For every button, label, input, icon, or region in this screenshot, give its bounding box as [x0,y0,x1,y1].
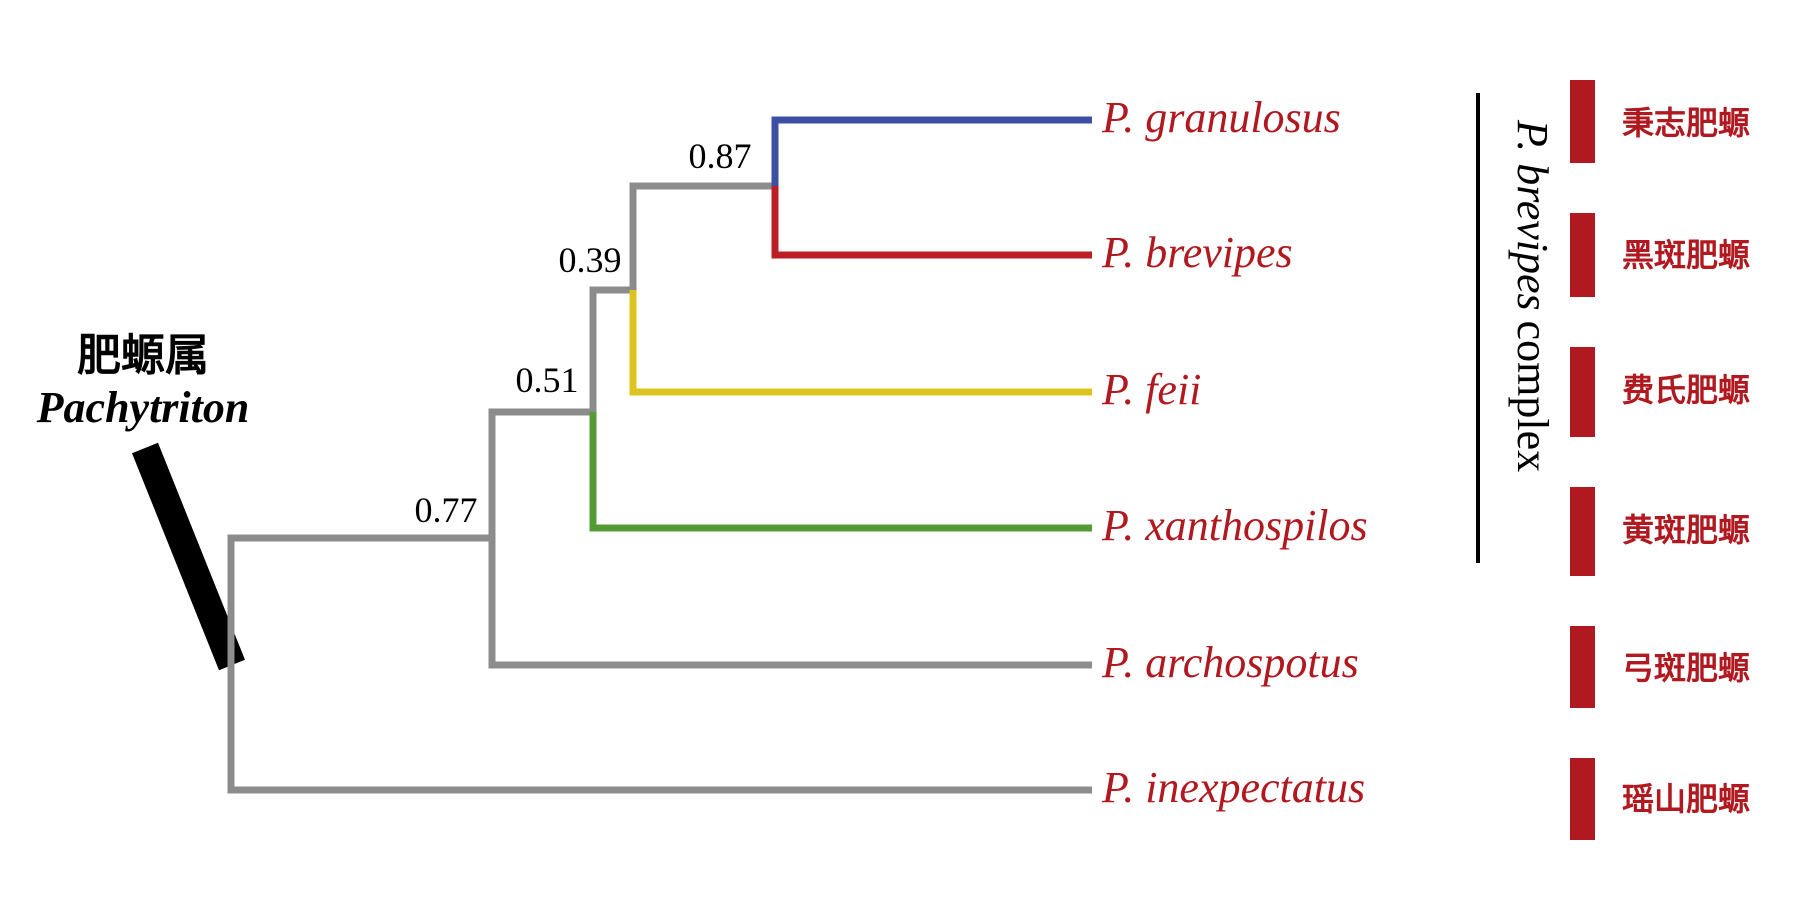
genus-bar [132,442,245,671]
marker-bar [1570,80,1595,163]
node-039-branch [629,182,775,290]
species-marker-bars [1570,80,1595,840]
taxon-label-archospotus: P. archospotus [1101,638,1359,687]
chinese-name-granulosus: 秉志肥螈 [1622,104,1750,142]
taxon-label-inexpectatus: P. inexpectatus [1101,763,1365,812]
chinese-name-xanthospilos: 黄斑肥螈 [1622,511,1750,549]
chinese-name-inexpectatus: 瑶山肥螈 [1622,780,1750,818]
taxon-label-feii: P. feii [1101,365,1201,414]
root-branch [227,534,1092,794]
marker-bar [1570,487,1595,576]
branch-brevipes [771,186,1092,259]
taxon-label-xanthospilos: P. xanthospilos [1101,501,1368,550]
support-value-087: 0.87 [689,136,752,176]
support-value-039: 0.39 [559,240,622,280]
taxon-label-brevipes: P. brevipes [1101,228,1293,277]
genus-latin-name: Pachytriton [36,383,250,432]
marker-bar [1570,626,1595,708]
complex-label: P. brevipes complex [1508,119,1557,472]
taxon-label-granulosus: P. granulosus [1101,93,1341,142]
branch-feii [629,290,1092,396]
marker-bar [1570,758,1595,840]
branch-xanthospilos [589,412,1092,532]
support-value-077: 0.77 [415,490,478,530]
complex-label-plain: complex [1508,321,1557,473]
node-077-branch [488,408,1092,669]
chinese-name-feii: 费氏肥螈 [1622,371,1750,409]
internal-branches [227,182,1092,794]
node-051-branch [589,286,633,412]
genus-chinese-name: 肥螈属 [77,330,209,381]
complex-label-italic: P. brevipes [1508,119,1557,311]
marker-bar [1570,213,1595,297]
support-value-051: 0.51 [516,360,579,400]
branch-granulosus [771,116,1092,186]
chinese-name-brevipes: 黑斑肥螈 [1622,236,1750,274]
marker-bar [1570,347,1595,437]
chinese-name-archospotus: 弓斑肥螈 [1622,649,1750,687]
